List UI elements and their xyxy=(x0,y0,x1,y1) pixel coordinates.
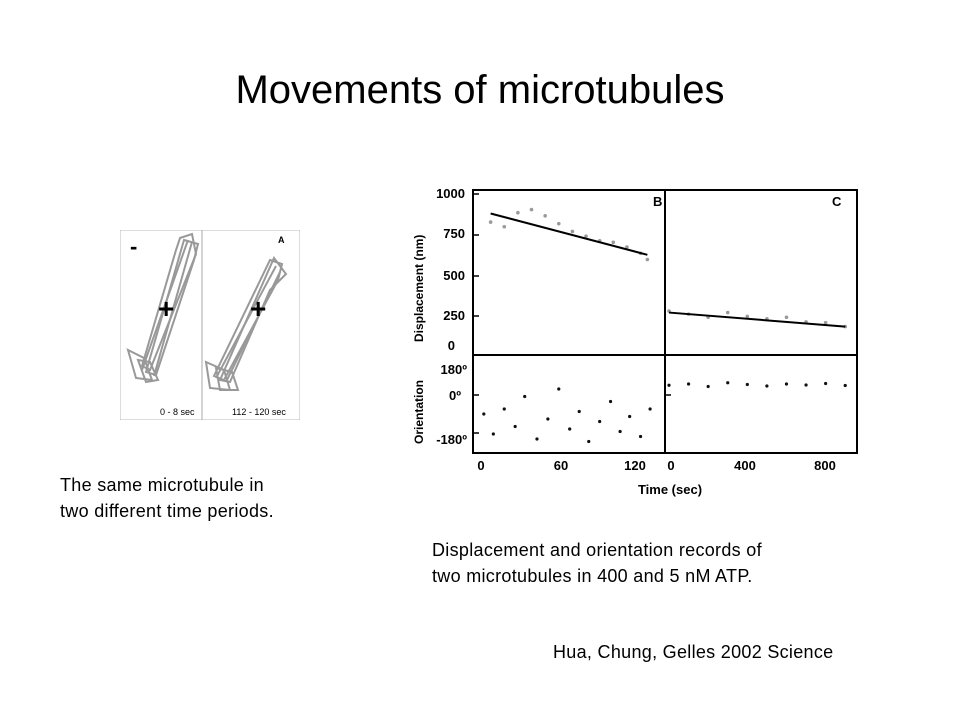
ytick-bottom-0: 180º xyxy=(441,362,468,377)
time-label-left: 0 - 8 sec xyxy=(160,407,195,417)
data-point-c-orientation xyxy=(686,382,691,386)
data-point-b-orientation xyxy=(523,394,527,399)
data-point-c-orientation xyxy=(804,383,808,387)
data-point-b-orientation xyxy=(502,407,506,411)
panel-a-label: A xyxy=(278,235,285,245)
data-point-b-orientation xyxy=(608,399,613,404)
data-point-b-orientation xyxy=(577,409,581,414)
data-point-c xyxy=(745,314,750,319)
ytick-top-4: 0 xyxy=(448,338,455,353)
x-axis-label: Time (sec) xyxy=(638,482,702,497)
caption-left-line2: two different time periods. xyxy=(60,501,274,521)
data-point-b xyxy=(529,207,534,212)
caption-right: Displacement and orientation records of … xyxy=(432,537,862,589)
xtick-b-1: 60 xyxy=(554,458,568,473)
data-point-c xyxy=(784,315,789,320)
data-point-b-orientation xyxy=(638,434,643,439)
arrow-traces-left xyxy=(126,232,200,384)
data-point-c-orientation xyxy=(765,384,769,388)
xtick-c-1: 400 xyxy=(734,458,756,473)
data-point-b-orientation xyxy=(648,407,652,411)
data-point-b xyxy=(625,245,629,249)
fit-line-b xyxy=(490,212,648,256)
data-point-b xyxy=(488,220,493,224)
data-point-b xyxy=(645,257,650,262)
data-point-c-orientation xyxy=(726,381,730,385)
ytick-bottom-1: 0º xyxy=(449,388,461,403)
data-point-b xyxy=(611,240,616,245)
plus-end-label-right: + xyxy=(250,293,266,324)
data-point-c-orientation xyxy=(824,381,828,386)
data-point-c xyxy=(823,320,828,325)
ytick-bottom-2: -180º xyxy=(436,432,467,447)
data-point-b-orientation xyxy=(618,429,622,434)
chart-layer xyxy=(482,207,848,444)
fit-line-c xyxy=(668,311,846,328)
ytick-top-0: 1000 xyxy=(436,186,465,201)
ytick-top-2: 500 xyxy=(443,268,465,283)
data-point-b-orientation xyxy=(482,412,486,416)
citation: Hua, Chung, Gelles 2002 Science xyxy=(553,642,834,662)
time-label-right: 112 - 120 sec xyxy=(232,407,286,417)
xtick-b-0: 0 xyxy=(477,458,484,473)
data-point-b-orientation xyxy=(546,417,550,421)
caption-left: The same microtubule in two different ti… xyxy=(60,472,350,524)
displacement-orientation-figure: 1000 750 500 250 0 180º 0º -180º 0 60 12… xyxy=(405,178,860,498)
y-axis-label-orientation: Orientation xyxy=(412,380,426,444)
panel-b-label: B xyxy=(653,194,662,209)
data-point-c-orientation xyxy=(667,383,671,387)
data-point-b xyxy=(556,221,561,226)
slide-title: Movements of microtubules xyxy=(235,68,725,112)
data-point-b-orientation xyxy=(491,432,495,436)
data-point-b-orientation xyxy=(587,439,591,444)
data-point-c-orientation xyxy=(843,383,847,388)
caption-left-line1: The same microtubule in xyxy=(60,475,264,495)
data-point-b xyxy=(543,214,547,218)
data-point-c-orientation xyxy=(706,384,710,389)
data-point-b-orientation xyxy=(628,414,632,419)
data-point-b-orientation xyxy=(513,424,517,429)
data-point-b xyxy=(516,210,520,215)
data-point-b-orientation xyxy=(568,427,572,431)
panel-c-label: C xyxy=(832,194,842,209)
caption-right-line2: two microtubules in 400 and 5 nM ATP. xyxy=(432,566,753,586)
ytick-top-1: 750 xyxy=(443,226,465,241)
xtick-b-2: 120 xyxy=(624,458,646,473)
ytick-top-3: 250 xyxy=(443,308,465,323)
caption-right-line1: Displacement and orientation records of xyxy=(432,540,762,560)
arrow-traces-right xyxy=(204,256,288,392)
plus-end-label-left: + xyxy=(158,293,174,324)
panel-c-orientation-frame xyxy=(664,354,858,454)
y-axis-label-displacement: Displacement (nm) xyxy=(412,235,426,342)
data-point-c-orientation xyxy=(745,382,749,387)
data-point-b xyxy=(502,224,507,229)
data-point-b-orientation xyxy=(598,419,602,424)
data-point-b-orientation xyxy=(557,387,561,391)
minus-end-label: - xyxy=(130,234,137,259)
data-point-b-orientation xyxy=(535,437,539,441)
microtubule-figure-a: - + + A 0 - 8 sec 112 - 120 sec xyxy=(120,230,300,420)
data-point-b xyxy=(570,229,575,234)
data-point-b xyxy=(584,234,588,238)
xtick-c-2: 800 xyxy=(814,458,836,473)
xtick-c-0: 0 xyxy=(667,458,674,473)
data-point-c xyxy=(725,310,730,315)
data-point-c-orientation xyxy=(784,382,789,386)
